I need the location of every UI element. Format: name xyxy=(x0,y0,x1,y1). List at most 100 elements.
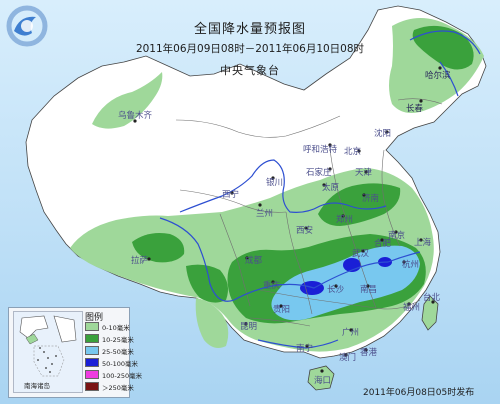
city-label-chongqing: 重庆 xyxy=(263,281,281,291)
city-dot xyxy=(322,183,326,187)
pearl-river xyxy=(257,339,339,349)
city-label-taipei: 台北 xyxy=(423,293,441,303)
inset-caption: 南海诸岛 xyxy=(24,382,50,390)
city-label-beijing: 北京 xyxy=(344,147,362,157)
south-china-sea-inset: 南海诸岛 xyxy=(13,311,83,393)
city-dot xyxy=(380,238,384,242)
city-dot xyxy=(245,256,249,260)
city-dot xyxy=(361,249,365,253)
city-dot xyxy=(320,369,324,373)
city-dot xyxy=(394,230,398,234)
city-dot xyxy=(304,226,308,230)
city-label-wuhan: 武汉 xyxy=(352,249,370,259)
city-dot xyxy=(230,191,234,195)
border-line xyxy=(381,149,401,247)
legend-swatch xyxy=(85,370,99,379)
city-dot xyxy=(364,170,368,174)
rain-light-northwest xyxy=(92,72,163,129)
city-label-xining: 西宁 xyxy=(222,190,240,200)
border-line xyxy=(179,189,287,213)
city-label-chengdu: 成都 xyxy=(245,256,263,266)
map-title: 全国降水量预报图 xyxy=(193,22,306,37)
yellow-river xyxy=(179,159,387,213)
province-borders xyxy=(175,98,443,327)
legend-label: 25-50毫米 xyxy=(102,347,134,356)
city-label-lhasa: 拉萨 xyxy=(131,256,149,266)
legend-swatch xyxy=(85,346,99,355)
city-label-hongkong: 香港 xyxy=(360,348,378,358)
rain-moderate-northeast xyxy=(412,25,474,70)
border-line xyxy=(259,289,421,310)
legend-label: ＞250毫米 xyxy=(102,383,134,392)
heilongjiang-river xyxy=(409,30,481,55)
map-legend: 南海诸岛 图例 0-10毫米 10-25毫米 25-50毫米 50-100毫米 … xyxy=(8,307,142,398)
city-dot xyxy=(258,203,262,207)
city-dot xyxy=(244,322,248,326)
city-label-guangzhou: 广州 xyxy=(342,328,360,338)
legend-label: 100-250毫米 xyxy=(102,371,143,380)
city-label-hangzhou: 杭州 xyxy=(402,260,420,270)
city-dot xyxy=(147,257,151,261)
city-label-macau: 澳门 xyxy=(339,353,357,363)
city-label-taiyuan: 太原 xyxy=(322,183,340,193)
legend-swatch xyxy=(85,334,99,343)
city-label-xian: 西安 xyxy=(296,226,314,236)
city-dot xyxy=(402,260,406,264)
city-dot xyxy=(362,193,366,197)
city-label-nanjing: 南京 xyxy=(388,231,406,241)
legend-item: 100-250毫米 xyxy=(85,370,143,380)
city-label-changsha: 长沙 xyxy=(327,285,345,295)
rain-moderate-tibet xyxy=(132,233,185,263)
city-label-haikou: 海口 xyxy=(314,376,332,386)
legend-item: 0-10毫米 xyxy=(85,322,130,332)
forecast-period: 2011年06月09日08时－2011年06月10日08时 xyxy=(135,43,365,55)
city-label-zhengzhou: 郑州 xyxy=(336,215,354,225)
legend-swatch xyxy=(85,382,99,391)
city-label-fuzhou: 福州 xyxy=(403,303,421,313)
city-dot xyxy=(357,149,361,153)
city-label-shenyang: 沈阳 xyxy=(374,129,392,139)
border-line xyxy=(285,211,313,315)
city-dot xyxy=(364,348,368,352)
legend-title: 图例 xyxy=(85,313,104,323)
city-label-nanning: 南宁 xyxy=(296,344,314,354)
city-label-kunming: 昆明 xyxy=(240,322,258,332)
city-label-changchun: 长春 xyxy=(406,104,424,114)
legend-item: ＞250毫米 xyxy=(85,382,134,392)
city-label-jinan: 济南 xyxy=(362,194,380,204)
hainan-island xyxy=(307,365,335,391)
city-dot xyxy=(341,214,345,218)
legend-label: 0-10毫米 xyxy=(102,323,130,332)
city-label-guiyang: 贵阳 xyxy=(273,305,291,315)
legend-item: 10-25毫米 xyxy=(85,334,134,344)
city-dot xyxy=(279,304,283,308)
border-line xyxy=(175,115,341,138)
rain-moderate-yunnan xyxy=(186,264,228,303)
legend-item: 25-50毫米 xyxy=(85,346,134,356)
city-dot xyxy=(328,167,332,171)
city-label-shanghai: 上海 xyxy=(414,238,432,248)
city-dot xyxy=(366,284,370,288)
city-dot xyxy=(419,99,423,103)
city-dot xyxy=(328,143,332,147)
legend-swatch xyxy=(85,358,99,367)
issue-time: 2011年06月08日05时发布 xyxy=(363,388,475,398)
agency-name: 中央气象台 xyxy=(220,64,280,77)
legend-label: 10-25毫米 xyxy=(102,335,134,344)
city-label-nanchang: 南昌 xyxy=(360,285,378,295)
legend-swatch xyxy=(85,322,99,331)
border-line xyxy=(329,149,377,309)
city-dot xyxy=(407,302,411,306)
city-label-hohhot: 呼和浩特 xyxy=(303,145,338,155)
city-label-shijiazhuang: 石家庄 xyxy=(306,168,332,178)
city-dot xyxy=(344,353,348,357)
legend-item: 50-100毫米 xyxy=(85,358,138,368)
city-dot xyxy=(349,328,353,332)
city-dots xyxy=(133,66,442,373)
inset-map-icon xyxy=(19,315,77,377)
city-label-urumqi: 乌鲁木齐 xyxy=(118,111,153,121)
city-label-yinchuan: 银川 xyxy=(266,178,284,188)
city-dot xyxy=(438,66,442,70)
city-dot xyxy=(431,300,435,304)
